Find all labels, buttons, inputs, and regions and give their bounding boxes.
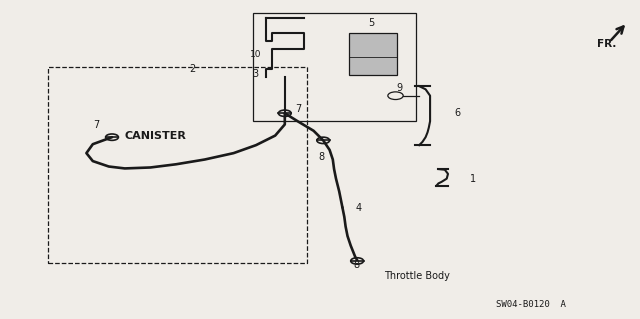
- Text: SW04-B0120  A: SW04-B0120 A: [496, 300, 566, 309]
- Text: 3: 3: [253, 69, 259, 78]
- Text: 5: 5: [368, 18, 374, 27]
- Bar: [253, 13, 416, 121]
- Bar: [349, 33, 397, 75]
- Text: Throttle Body: Throttle Body: [384, 271, 450, 281]
- Text: 9: 9: [397, 83, 403, 93]
- Text: 7: 7: [93, 120, 99, 130]
- Text: 7: 7: [296, 104, 302, 114]
- Text: CANISTER: CANISTER: [125, 131, 187, 141]
- Text: 8: 8: [318, 152, 324, 162]
- Text: 10: 10: [250, 50, 261, 59]
- Text: 8: 8: [353, 260, 360, 270]
- Text: 6: 6: [454, 108, 461, 118]
- Text: FR.: FR.: [597, 39, 616, 49]
- Text: 1: 1: [470, 174, 477, 184]
- Text: 4: 4: [355, 203, 362, 212]
- Text: 2: 2: [189, 64, 195, 74]
- Bar: [48, 67, 307, 263]
